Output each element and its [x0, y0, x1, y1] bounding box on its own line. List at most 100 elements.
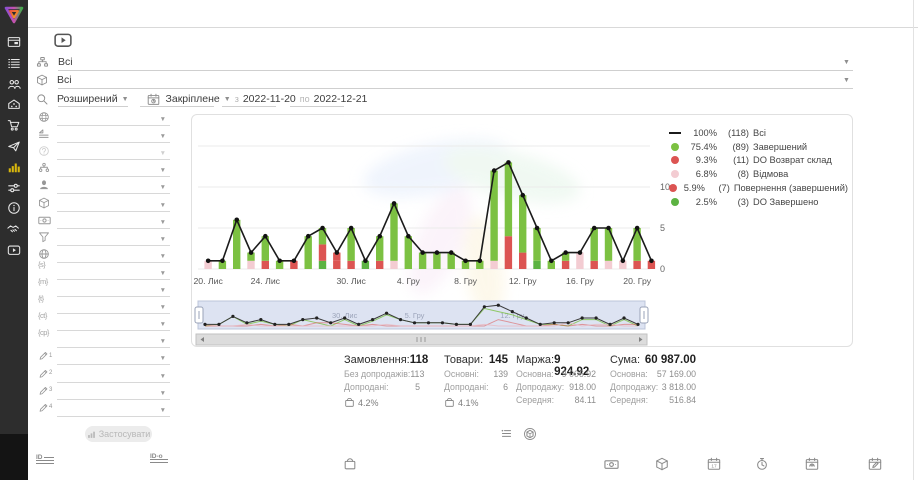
bar-segment[interactable] [347, 228, 355, 261]
order-ids-icon[interactable]: ID [36, 454, 54, 464]
bar-segment[interactable] [633, 228, 641, 261]
line-point[interactable] [606, 225, 611, 231]
line-point[interactable] [649, 258, 654, 264]
calendar-edit-icon[interactable] [868, 457, 882, 471]
legend-item[interactable]: 2.5% (3) DO Завершено [668, 195, 848, 209]
calendar-reserved-icon[interactable] [805, 457, 819, 471]
filter-row-payment-money[interactable]: ▼ [36, 214, 170, 229]
bar-segment[interactable] [233, 219, 241, 269]
legend-item[interactable]: 100% (118) Всі [668, 126, 848, 140]
bar-segment[interactable] [347, 260, 355, 269]
bar-segment[interactable] [504, 162, 513, 237]
bar-segment[interactable] [290, 260, 298, 269]
bar-segment[interactable] [590, 260, 598, 269]
apply-filters-button[interactable]: Застосувати [85, 426, 152, 442]
line-point[interactable] [406, 233, 411, 239]
bar-segment[interactable] [519, 195, 527, 253]
filter-row-utm-term[interactable]: {t} ▼ [36, 295, 170, 315]
bar-segment[interactable] [633, 260, 641, 269]
legend-item[interactable]: 5.9% (7) Повернення (завершений) [668, 181, 848, 195]
bar-segment[interactable] [204, 260, 212, 269]
sidebar-item-settings-sliders[interactable] [0, 178, 28, 198]
bar-segment[interactable] [619, 260, 627, 269]
bar-segment[interactable] [361, 260, 370, 269]
page-scrollbar[interactable] [913, 0, 914, 480]
line-point[interactable] [448, 250, 454, 255]
product-filter[interactable]: Всі [36, 72, 72, 88]
line-point[interactable] [263, 233, 268, 239]
bar-segment[interactable] [533, 260, 541, 269]
bar-segment[interactable] [561, 260, 570, 269]
line-point[interactable] [348, 225, 354, 231]
filter-row-manager-person[interactable]: ▼ [36, 179, 170, 195]
period-mode-select[interactable]: Закріплене [165, 93, 220, 105]
line-point[interactable] [305, 233, 311, 239]
bar-segment[interactable] [604, 260, 613, 269]
bar-segment[interactable] [433, 252, 441, 269]
filter-row-utm-medium[interactable]: {m} ▼ [36, 278, 170, 297]
line-point[interactable] [320, 225, 325, 231]
line-point[interactable] [491, 168, 497, 173]
line-point[interactable] [277, 258, 282, 264]
bar-segment[interactable] [447, 252, 455, 269]
filter-row-structure-tree[interactable]: ▼ [36, 162, 170, 178]
time-clock-icon[interactable] [755, 457, 769, 471]
filter-row-custom-field-3[interactable]: 3 ▼ [36, 385, 170, 400]
line-point[interactable] [549, 258, 554, 264]
date-from-input[interactable]: 2022-11-20 [242, 93, 296, 105]
bag-icon[interactable] [343, 457, 357, 471]
chevron-down-icon[interactable]: ▼ [843, 59, 850, 66]
line-point[interactable] [248, 250, 254, 255]
line-point[interactable] [363, 258, 368, 264]
line-point[interactable] [205, 258, 211, 264]
payments-money-icon[interactable] [604, 457, 619, 472]
bar-segment[interactable] [218, 260, 227, 269]
bar-segment[interactable] [647, 260, 656, 269]
minimap-handle-left[interactable] [194, 306, 204, 324]
bar-segment[interactable] [318, 228, 327, 245]
bar-segment[interactable] [490, 260, 498, 269]
filter-row-utm-source[interactable]: {s} ▼ [36, 261, 170, 280]
sidebar-item-video-lessons[interactable] [0, 240, 28, 260]
filter-row-utm-campaign[interactable]: {cp} ▼ [36, 329, 170, 349]
product-ids-icon[interactable]: ID-o [150, 453, 168, 463]
line-point[interactable] [463, 258, 468, 264]
app-logo[interactable] [3, 3, 25, 25]
bar-segment[interactable] [404, 236, 412, 269]
filter-row-custom-field-1[interactable]: 1 ▼ [36, 350, 170, 366]
bar-segment[interactable] [247, 252, 255, 261]
bar-segment[interactable] [333, 252, 341, 261]
filter-row-help-circle[interactable]: ▼ [36, 145, 170, 161]
filter-row-utm-content[interactable]: {ct} ▼ [36, 312, 170, 332]
filter-row-status-group[interactable]: ▼ [36, 128, 170, 144]
bar-segment[interactable] [604, 228, 613, 261]
bar-segment[interactable] [333, 260, 341, 269]
legend-item[interactable]: 75.4% (89) Завершений [668, 140, 848, 154]
bar-segment[interactable] [318, 244, 327, 261]
bar-segment[interactable] [519, 252, 527, 269]
scroll-right-icon[interactable] [639, 337, 643, 342]
orders-chart[interactable]: 0 5 10 20. Лис 24. Лис 30. Лис 4. Гру 8. Гру 12.… [192, 115, 852, 346]
bar-segment[interactable] [261, 260, 269, 269]
filter-row-country-globe[interactable]: ▼ [36, 111, 170, 126]
bar-segment[interactable] [390, 260, 398, 269]
sidebar-item-procurement-cart[interactable] [0, 115, 28, 135]
bar-segment[interactable] [261, 236, 269, 261]
department-filter[interactable]: Всі [36, 54, 73, 70]
bar-segment[interactable] [304, 236, 312, 269]
line-point[interactable] [434, 250, 440, 255]
bar-segment[interactable] [490, 170, 498, 261]
sidebar-item-orders-list[interactable] [0, 53, 28, 73]
search-mode-select[interactable]: Розширений [57, 93, 118, 105]
line-point[interactable] [220, 258, 225, 264]
scroll-left-icon[interactable] [200, 337, 205, 342]
sidebar-item-marketing-send[interactable] [0, 136, 28, 156]
bar-segment[interactable] [561, 252, 570, 261]
bar-segment[interactable] [390, 203, 398, 261]
chevron-down-icon[interactable]: ▼ [843, 77, 850, 84]
bar-segment[interactable] [376, 236, 384, 261]
line-point[interactable] [577, 250, 583, 255]
sidebar-item-analytics-chart[interactable] [0, 157, 28, 177]
bar-segment[interactable] [590, 228, 598, 261]
bar-segment[interactable] [504, 236, 513, 269]
